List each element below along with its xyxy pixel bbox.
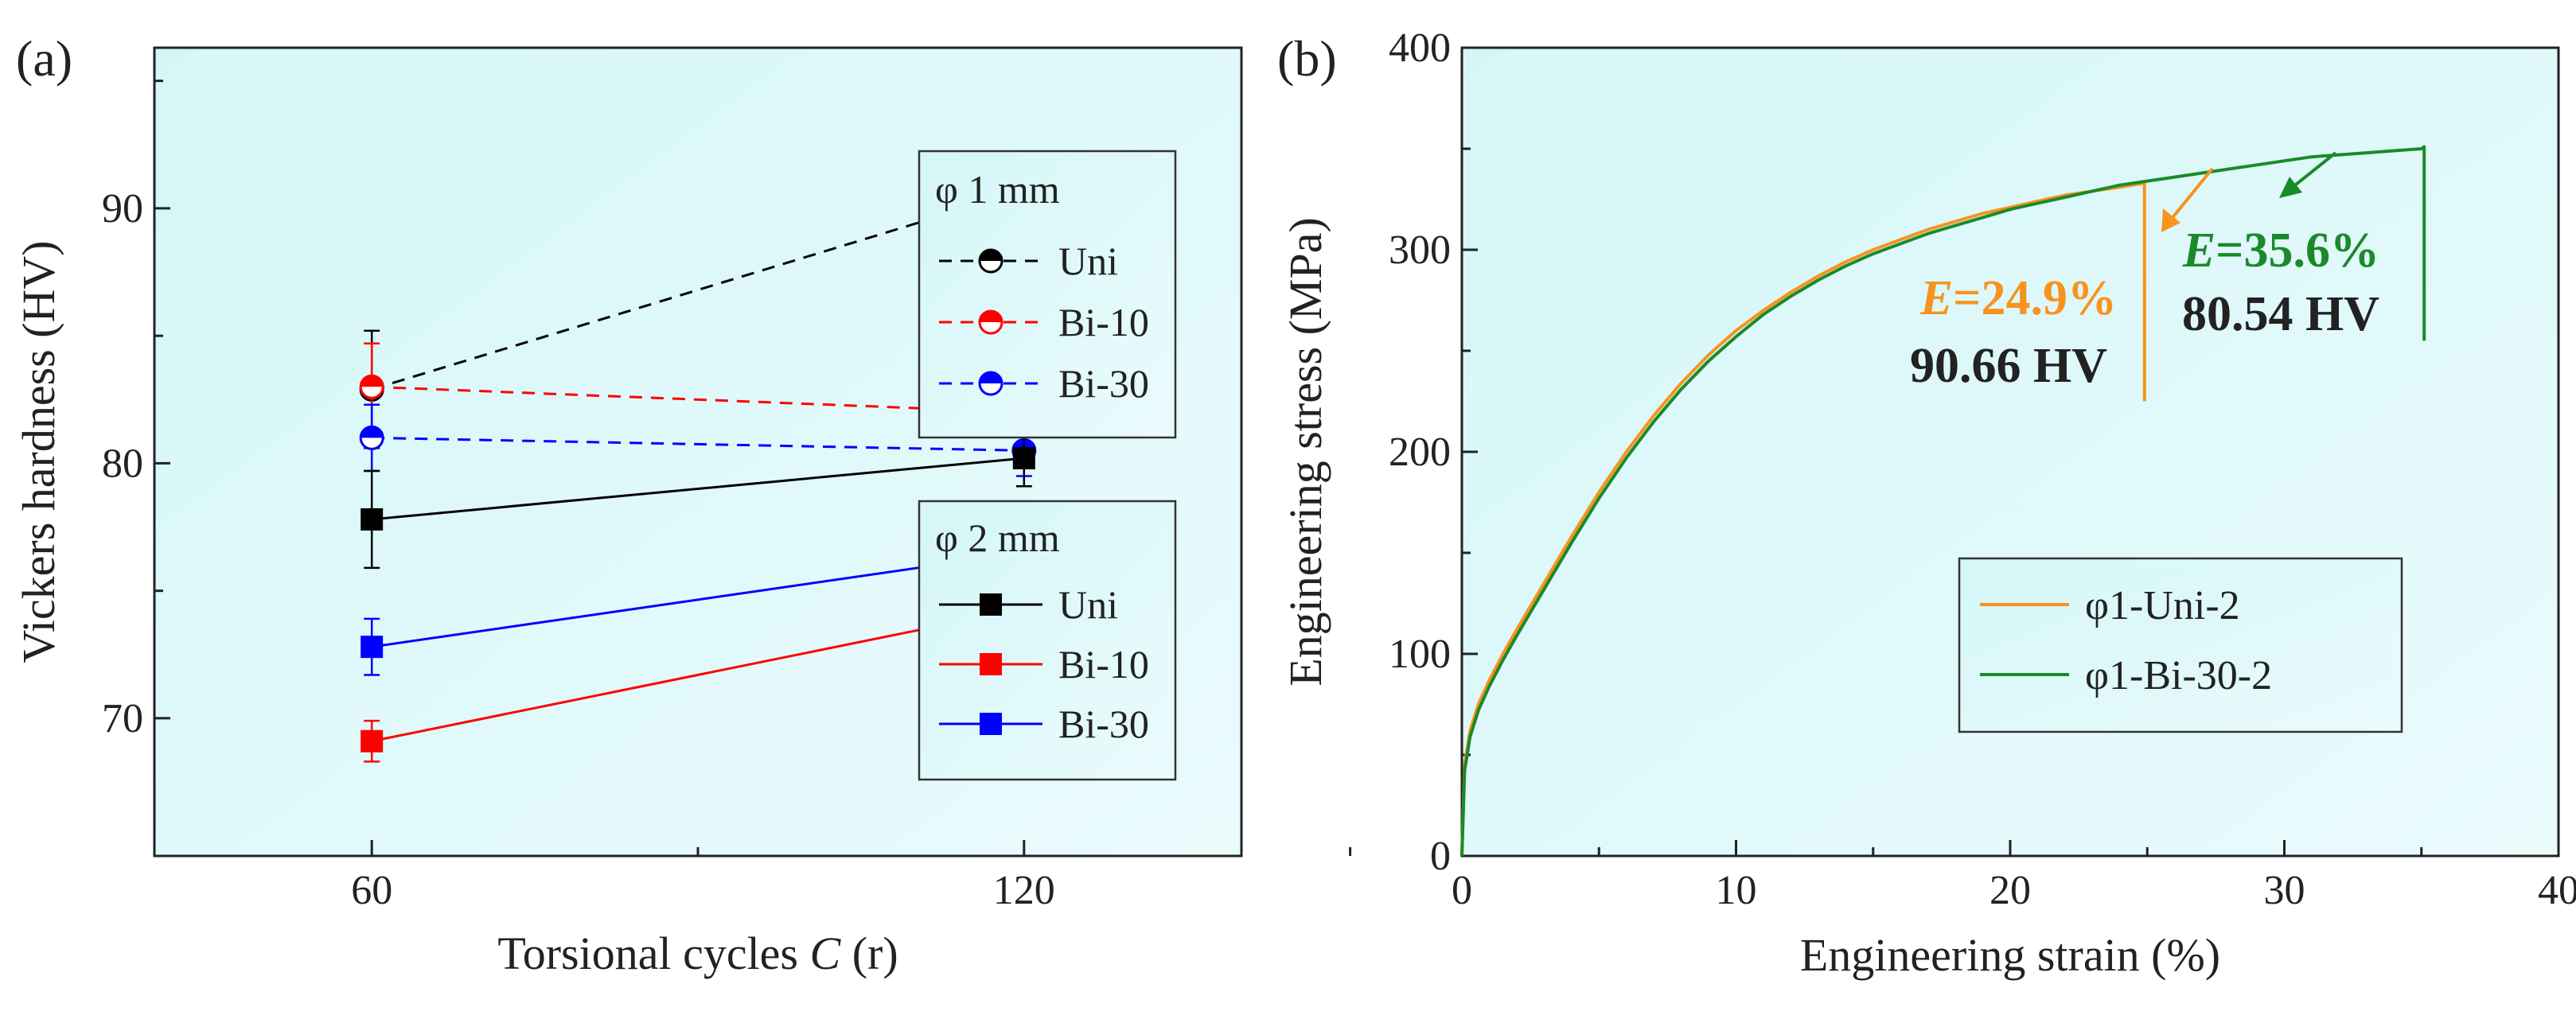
panel-b-legend-entries: φ1-Uni-2 φ1-Bi-30-2 <box>1980 583 2272 698</box>
annotation-uni-value: =24.9% <box>1953 271 2117 325</box>
panel-a-axes: 60 120 70 80 90 <box>102 80 1352 913</box>
legend-label: φ1-Bi-30-2 <box>2085 653 2272 698</box>
series-line <box>371 551 1025 648</box>
x-tick-label: 40 <box>2538 868 2576 913</box>
data-point-square <box>1012 447 1035 470</box>
data-point-square <box>360 636 384 659</box>
legend-phi1-entries: Uni Bi-10 Bi-30 <box>939 239 1149 406</box>
series-line <box>371 607 1025 743</box>
y-tick-label: 300 <box>1389 228 1451 273</box>
panel-b-x-axis-label: Engineering strain (%) <box>1800 929 2220 981</box>
annotation-uni-elongation: E=24.9% <box>1919 271 2117 325</box>
legend-marker-square <box>980 653 1002 675</box>
x-tick-label: 120 <box>993 868 1055 913</box>
legend-label: Uni <box>1058 582 1118 627</box>
y-tick-label: 100 <box>1389 632 1451 677</box>
x-tick-label: 10 <box>1716 868 1757 913</box>
panel-a: (a) Vickers hardness (HV) Torsional cycl… <box>13 30 1352 979</box>
legend-phi2-entries: Uni Bi-10 Bi-30 <box>939 582 1149 746</box>
panel-b-y-axis-label: Engineering stress (MPa) <box>1280 217 1331 686</box>
panel-a-legend-phi1: φ 1 mm Uni Bi-10 Bi-30 <box>918 150 1177 439</box>
y-tick-label: 80 <box>102 441 143 486</box>
y-tick-label: 90 <box>102 186 143 231</box>
legend-phi2-title: φ 2 mm <box>935 515 1060 560</box>
legend-label: Uni <box>1058 239 1118 283</box>
annotation-uni-hardness: 90.66 HV <box>1910 339 2107 393</box>
panel-b-annotations: E=24.9%90.66 HVE=35.6%80.54 HV <box>1910 151 2379 393</box>
panel-a-x-axis-label-prefix: Torsional cycles <box>497 928 809 979</box>
panel-a-x-axis-label: Torsional cycles C (r) <box>497 928 898 979</box>
y-tick-label: 200 <box>1389 430 1451 475</box>
legend-entry: Bi-10 <box>939 300 1149 344</box>
panel-a-x-axis-label-variable: C <box>810 928 842 979</box>
x-tick-label: 30 <box>2264 868 2305 913</box>
annotation-bi30-hardness: 80.54 HV <box>2182 287 2379 341</box>
panel-b: (b) Engineering stress (MPa) Engineering… <box>1277 25 2576 981</box>
legend-label: Bi-10 <box>1058 300 1149 344</box>
panel-b-legend-box <box>1958 557 2403 733</box>
legend-label: Bi-30 <box>1058 361 1149 406</box>
legend-entry: Uni <box>939 582 1118 627</box>
legend-phi2-box <box>918 500 1177 781</box>
legend-entry: Bi-30 <box>939 702 1149 746</box>
annotation-bi30-arrowhead <box>2279 177 2302 198</box>
legend-phi1-box <box>918 150 1177 439</box>
data-point-square <box>360 729 384 753</box>
legend-entry: φ1-Uni-2 <box>1980 583 2240 628</box>
legend-phi1-title: φ 1 mm <box>935 167 1060 212</box>
legend-marker-half-fill <box>980 311 1002 322</box>
series-line--1-bi-30-2 <box>1460 145 2426 857</box>
panel-b-label: (b) <box>1277 30 1337 87</box>
annotation-bi30-var: E <box>2182 224 2216 278</box>
legend-marker-square <box>980 593 1002 616</box>
series-line <box>372 457 1024 521</box>
series-line--1-uni-2 <box>1460 181 2146 857</box>
annotation-bi30-elongation: E=35.6% <box>2182 224 2379 278</box>
series-line <box>371 189 1025 391</box>
legend-entry: φ1-Bi-30-2 <box>1980 653 2272 698</box>
y-tick-label: 70 <box>102 696 143 741</box>
x-tick-label: 20 <box>1989 868 2031 913</box>
legend-label: Bi-10 <box>1058 642 1149 686</box>
legend-label: Bi-30 <box>1058 702 1149 746</box>
legend-entry: Uni <box>939 239 1118 283</box>
legend-label: φ1-Uni-2 <box>2085 583 2240 628</box>
series-line <box>372 436 1024 452</box>
x-tick-label: 0 <box>1452 868 1472 913</box>
y-tick-label: 400 <box>1389 25 1451 71</box>
annotation-bi30-value: =35.6% <box>2216 224 2379 278</box>
panel-b-legend: φ1-Uni-2 φ1-Bi-30-2 <box>1958 557 2403 733</box>
data-point-half-fill <box>360 375 384 387</box>
x-tick-label: 60 <box>351 868 392 913</box>
panel-a-x-axis-label-suffix: (r) <box>840 928 898 979</box>
legend-marker-half-fill <box>980 250 1002 261</box>
y-tick-label: 0 <box>1430 834 1451 879</box>
annotation-uni-arrow-shaft <box>2169 167 2214 221</box>
series-line <box>372 385 1024 414</box>
data-point-square <box>360 508 384 531</box>
legend-marker-half-fill <box>980 372 1002 383</box>
panel-a-legend-phi2: φ 2 mm Uni Bi-10 Bi-30 <box>918 500 1177 781</box>
legend-entry: Bi-10 <box>939 642 1149 686</box>
panel-a-y-axis-label: Vickers hardness (HV) <box>13 240 64 663</box>
data-point-half-fill <box>360 426 384 438</box>
annotation-uni-var: E <box>1919 271 1953 325</box>
annotation-uni-arrowhead <box>2161 208 2180 232</box>
annotation-bi30-arrow-shaft <box>2290 151 2337 189</box>
panel-a-label: (a) <box>16 30 72 87</box>
legend-entry: Bi-30 <box>939 361 1149 406</box>
panel-b-series <box>1460 145 2426 857</box>
legend-marker-square <box>980 713 1002 735</box>
